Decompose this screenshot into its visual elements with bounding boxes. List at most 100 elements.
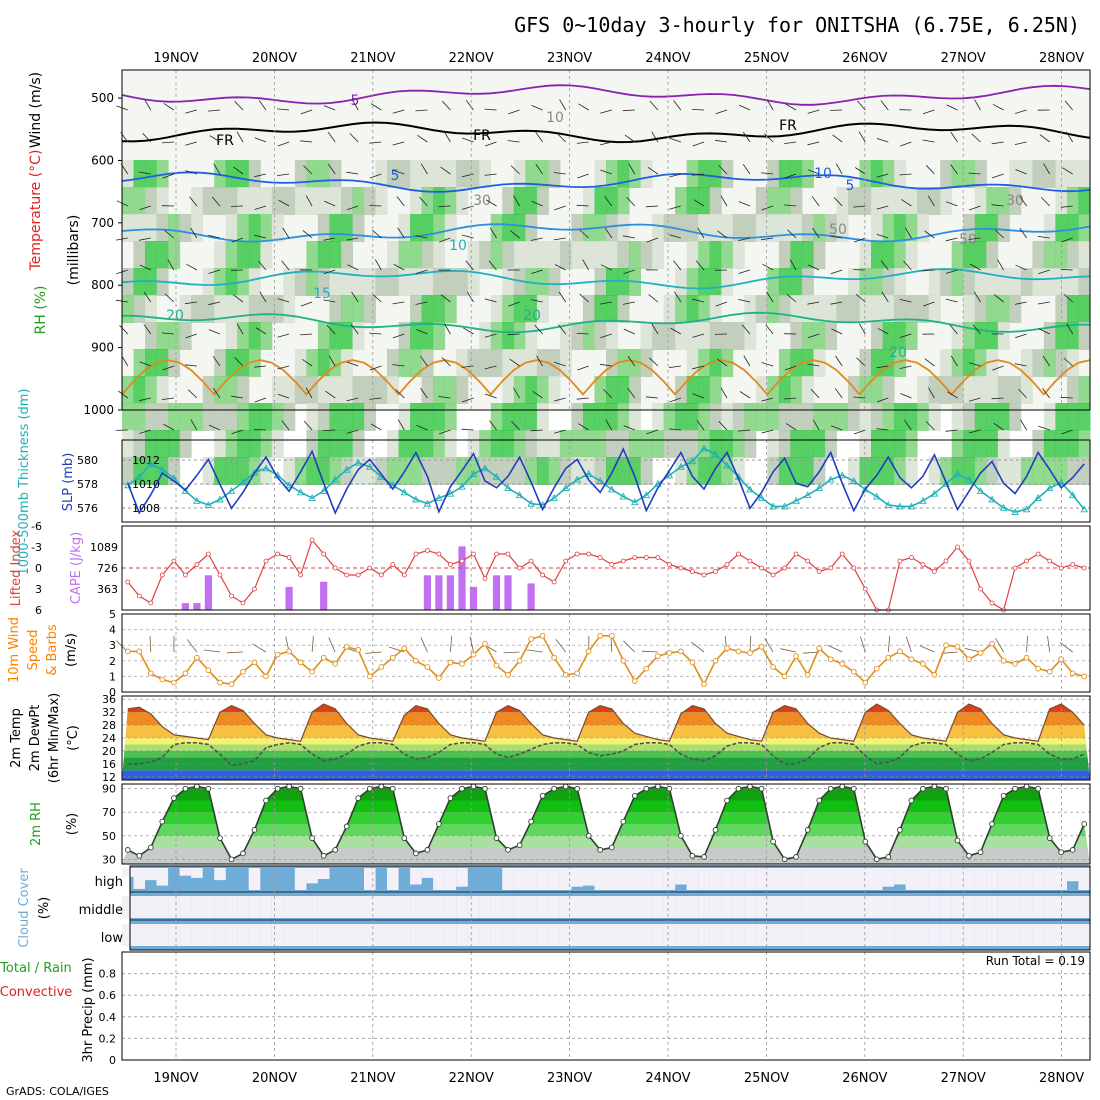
wind-barb xyxy=(648,294,659,303)
wind-barb xyxy=(236,131,244,143)
wind-speed-point xyxy=(885,654,892,661)
wind-barb xyxy=(138,237,151,241)
cloud-clear-bar xyxy=(317,896,330,918)
wind-barb xyxy=(144,99,152,111)
wind-barb xyxy=(718,165,728,175)
humidity-cell xyxy=(271,376,284,404)
ylabel-wind: Wind (m/s) xyxy=(28,72,44,148)
cloud-clear-bar xyxy=(191,896,203,918)
cloud-clear-bar xyxy=(698,924,710,946)
isotherm-line xyxy=(121,171,1091,193)
temp-band xyxy=(122,770,1090,780)
rh-point xyxy=(966,852,972,859)
rh-band xyxy=(122,824,1090,836)
humidity-cell xyxy=(882,268,895,296)
humidity-cell xyxy=(963,214,976,242)
thickness-point xyxy=(296,488,305,496)
thickness-point xyxy=(850,477,858,484)
humidity-cell xyxy=(433,268,446,296)
humidity-cell xyxy=(928,187,941,215)
humidity-cell xyxy=(317,322,330,350)
humidity-cell xyxy=(1067,241,1079,269)
wind-barb xyxy=(762,263,774,271)
wind-barb xyxy=(738,429,751,432)
humidity-cell xyxy=(583,187,595,215)
thickness-point xyxy=(319,486,328,494)
cloud-clear-bar xyxy=(421,868,434,878)
humidity-cell xyxy=(1067,268,1079,296)
wind-barb xyxy=(1066,323,1074,335)
wind-barb xyxy=(559,99,567,111)
wind-barb xyxy=(651,131,659,143)
thickness-line xyxy=(127,447,1085,513)
humidity-cell xyxy=(398,403,411,431)
wind-speed-point xyxy=(724,645,730,652)
wind-barb xyxy=(1066,131,1074,143)
wind-barb xyxy=(785,423,797,431)
humidity-cell xyxy=(894,187,907,215)
wind-speed-point xyxy=(528,636,534,642)
wind-barb xyxy=(554,361,566,367)
wind-barb xyxy=(810,389,820,399)
cloud-clear-bar xyxy=(525,868,537,890)
humidity-cell xyxy=(502,322,515,350)
cloud-clear-bar xyxy=(813,868,825,890)
humidity-cell xyxy=(986,322,999,350)
wind-barb xyxy=(142,132,152,143)
lifted-index-point xyxy=(620,558,626,564)
rh-point xyxy=(873,856,880,863)
humidity-cell xyxy=(387,430,399,458)
humidity-cell xyxy=(341,187,353,215)
wind-barb xyxy=(370,103,382,111)
wind-barb xyxy=(254,173,267,178)
y-tick-label: 900 xyxy=(91,341,114,355)
wind-speed-point xyxy=(712,657,719,664)
humidity-cell xyxy=(444,187,457,215)
humidity-cell xyxy=(260,403,273,431)
humidity-cell xyxy=(341,295,353,323)
humidity-cell xyxy=(502,268,515,296)
wind-barb xyxy=(1020,419,1027,431)
wind-barb xyxy=(927,195,935,207)
x-tick-label: 21NOV xyxy=(350,1071,395,1086)
humidity-cell xyxy=(836,403,849,431)
cloud-clear-bar xyxy=(294,896,307,918)
wind-barb xyxy=(392,109,405,114)
humidity-cell xyxy=(721,214,734,242)
cloud-clear-bar xyxy=(122,924,134,946)
wind-barb xyxy=(833,197,843,207)
wind-barb xyxy=(991,204,1004,207)
humidity-cell xyxy=(871,268,883,296)
ylabel-rh2m: 2m RH xyxy=(29,802,44,846)
wind-barb xyxy=(236,323,244,335)
cloud-clear-bar xyxy=(617,868,630,890)
isotherm-line xyxy=(121,359,1091,396)
humidity-cell xyxy=(225,160,238,188)
wind-speed-point xyxy=(401,645,408,652)
cloud-clear-bar xyxy=(317,868,330,879)
cloud-clear-bar xyxy=(306,868,318,884)
humidity-cell xyxy=(398,268,411,296)
wind-barb xyxy=(281,420,290,431)
cloud-clear-bar xyxy=(767,896,779,918)
wind-speed-point xyxy=(551,654,557,661)
wind-speed-point xyxy=(251,659,258,666)
lifted-index-point xyxy=(1070,562,1076,567)
humidity-cell xyxy=(260,295,273,323)
humidity-cell xyxy=(871,376,883,404)
cloud-clear-bar xyxy=(548,924,560,946)
humidity-cell xyxy=(410,457,423,485)
humidity-cell xyxy=(882,160,895,188)
humidity-cell xyxy=(732,322,745,350)
rh-point xyxy=(897,827,903,833)
wind-speed-point xyxy=(954,643,961,650)
thickness-point xyxy=(1045,484,1054,492)
wind-barb xyxy=(761,237,774,241)
humidity-cell xyxy=(352,376,365,404)
humidity-cell xyxy=(1067,457,1079,485)
wind-barb xyxy=(974,99,981,111)
humidity-cell xyxy=(410,214,423,242)
cloud-clear-bar xyxy=(271,924,284,946)
humidity-cell xyxy=(951,160,964,188)
rh-point xyxy=(251,827,258,833)
